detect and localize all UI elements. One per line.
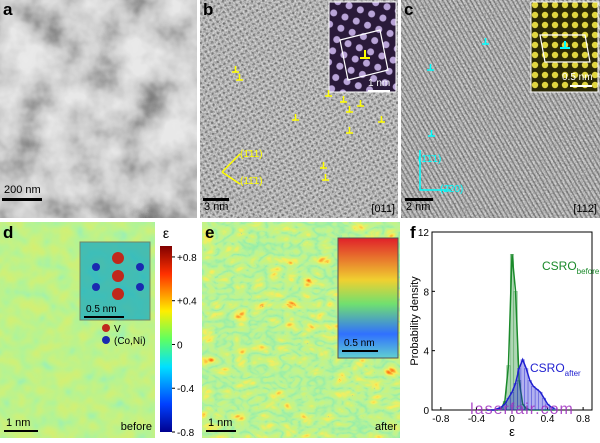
panel-label: b — [203, 0, 213, 19]
legend-label: (Co,Ni) — [114, 336, 146, 347]
inset-scale-bar — [368, 90, 390, 92]
x-tick-label: -0.4 — [468, 414, 486, 425]
y-tick-label: 12 — [418, 228, 430, 239]
plane-label: (1̄11) — [240, 149, 263, 160]
series-label: CSRObefore — [542, 259, 600, 276]
colorbar: ε +0.8 +0.4 0 -0.4 -0.8 — [160, 225, 197, 439]
y-tick-label: 0 — [423, 406, 429, 417]
dislocation-markers — [221, 66, 385, 185]
plane-label: (2̄20) — [440, 184, 463, 195]
inset-scale-bar — [570, 85, 592, 87]
y-tick-label: 4 — [423, 347, 429, 358]
y-tick-label: 8 — [423, 287, 429, 298]
atom-model — [92, 252, 144, 300]
scale-label: 200 nm — [4, 184, 41, 196]
x-tick-label: 0.8 — [576, 414, 590, 425]
colorbar-tick-label: +0.8 — [177, 253, 197, 264]
state-label: after — [375, 421, 397, 433]
inset-scale-bar — [84, 316, 124, 318]
panel-label: d — [3, 223, 13, 242]
fit-curve — [487, 357, 555, 411]
inset-scale-label: 1 nm — [368, 78, 390, 89]
panel-label: c — [404, 0, 413, 19]
panel-d: 0.5 nm V (Co,Ni) 1 nm before d — [0, 222, 155, 438]
bright-field-image — [0, 0, 197, 218]
panel-f: f 0 4 8 12 -0.8 -0.4 0 0.4 0.8 Probability densit… — [409, 223, 600, 439]
scale-label: 2 nm — [406, 201, 430, 213]
zone-axis: [011] — [371, 203, 395, 215]
legend-marker — [102, 336, 110, 344]
burgers-circuit — [339, 29, 389, 81]
scale-label: 1 nm — [208, 417, 232, 429]
scale-bar — [4, 430, 38, 432]
x-axis-label: ε — [509, 424, 515, 438]
panel-c: 0.5 nm (1̄1̄1) (2̄20) 2 nm [112] c — [401, 0, 600, 218]
zone-axis: [112] — [573, 203, 597, 215]
series-label: CSROafter — [530, 361, 581, 378]
series-label-main: CSRO — [530, 361, 565, 375]
panel-label: f — [410, 223, 416, 242]
state-label: before — [121, 421, 152, 433]
panel-e: 0.5 nm 1 nm after e — [202, 222, 400, 438]
panel-label: e — [205, 223, 214, 242]
legend-label: V — [114, 324, 121, 335]
scale-bar — [2, 198, 42, 201]
series-label-sub: after — [565, 369, 581, 378]
inset-image — [328, 1, 397, 93]
panel-b: 1 nm (1̄11) (11̄1) 3 nm [011] b — [200, 0, 398, 218]
x-tick-label: 0.4 — [541, 414, 555, 425]
inset-scale-label: 0.5 nm — [86, 304, 117, 315]
series-label-main: CSRO — [542, 259, 577, 273]
colorbar-tick-label: +0.4 — [177, 297, 197, 308]
colorbar-scale — [160, 246, 172, 432]
inset-scale-label: 0.5 nm — [344, 338, 375, 349]
panel-label: a — [3, 0, 13, 19]
scale-bar — [206, 430, 236, 432]
dislocation-symbol — [360, 50, 370, 59]
dislocation-symbol — [560, 41, 570, 49]
dislocation-markers — [419, 38, 489, 191]
colorbar-tick-label: -0.4 — [177, 384, 195, 395]
x-tick-label: 0 — [509, 414, 515, 425]
x-tick-label: -0.8 — [432, 414, 450, 425]
scale-bar — [203, 198, 229, 201]
inset-scale-label: 0.5 nm — [562, 72, 593, 83]
image-tone — [0, 0, 197, 218]
panel-a: 200 nm a — [0, 0, 197, 218]
colorbar-tick-label: 0 — [177, 340, 183, 351]
scale-bar — [405, 198, 433, 201]
plane-label: (11̄1) — [240, 176, 263, 187]
series-label-sub: before — [577, 267, 600, 276]
plane-label: (1̄1̄1) — [418, 154, 441, 165]
colorbar-tick-label: -0.8 — [177, 428, 195, 438]
scale-label: 1 nm — [6, 417, 30, 429]
inset-scale-bar — [342, 350, 378, 352]
scale-label: 3 nm — [204, 201, 228, 213]
colorbar-title: ε — [163, 225, 169, 241]
y-axis-label: Probability density — [409, 276, 421, 366]
inset-map — [337, 237, 399, 359]
legend-marker — [102, 324, 110, 332]
watermark: laserfair.com — [470, 401, 574, 418]
burgers-circuit — [539, 34, 591, 63]
